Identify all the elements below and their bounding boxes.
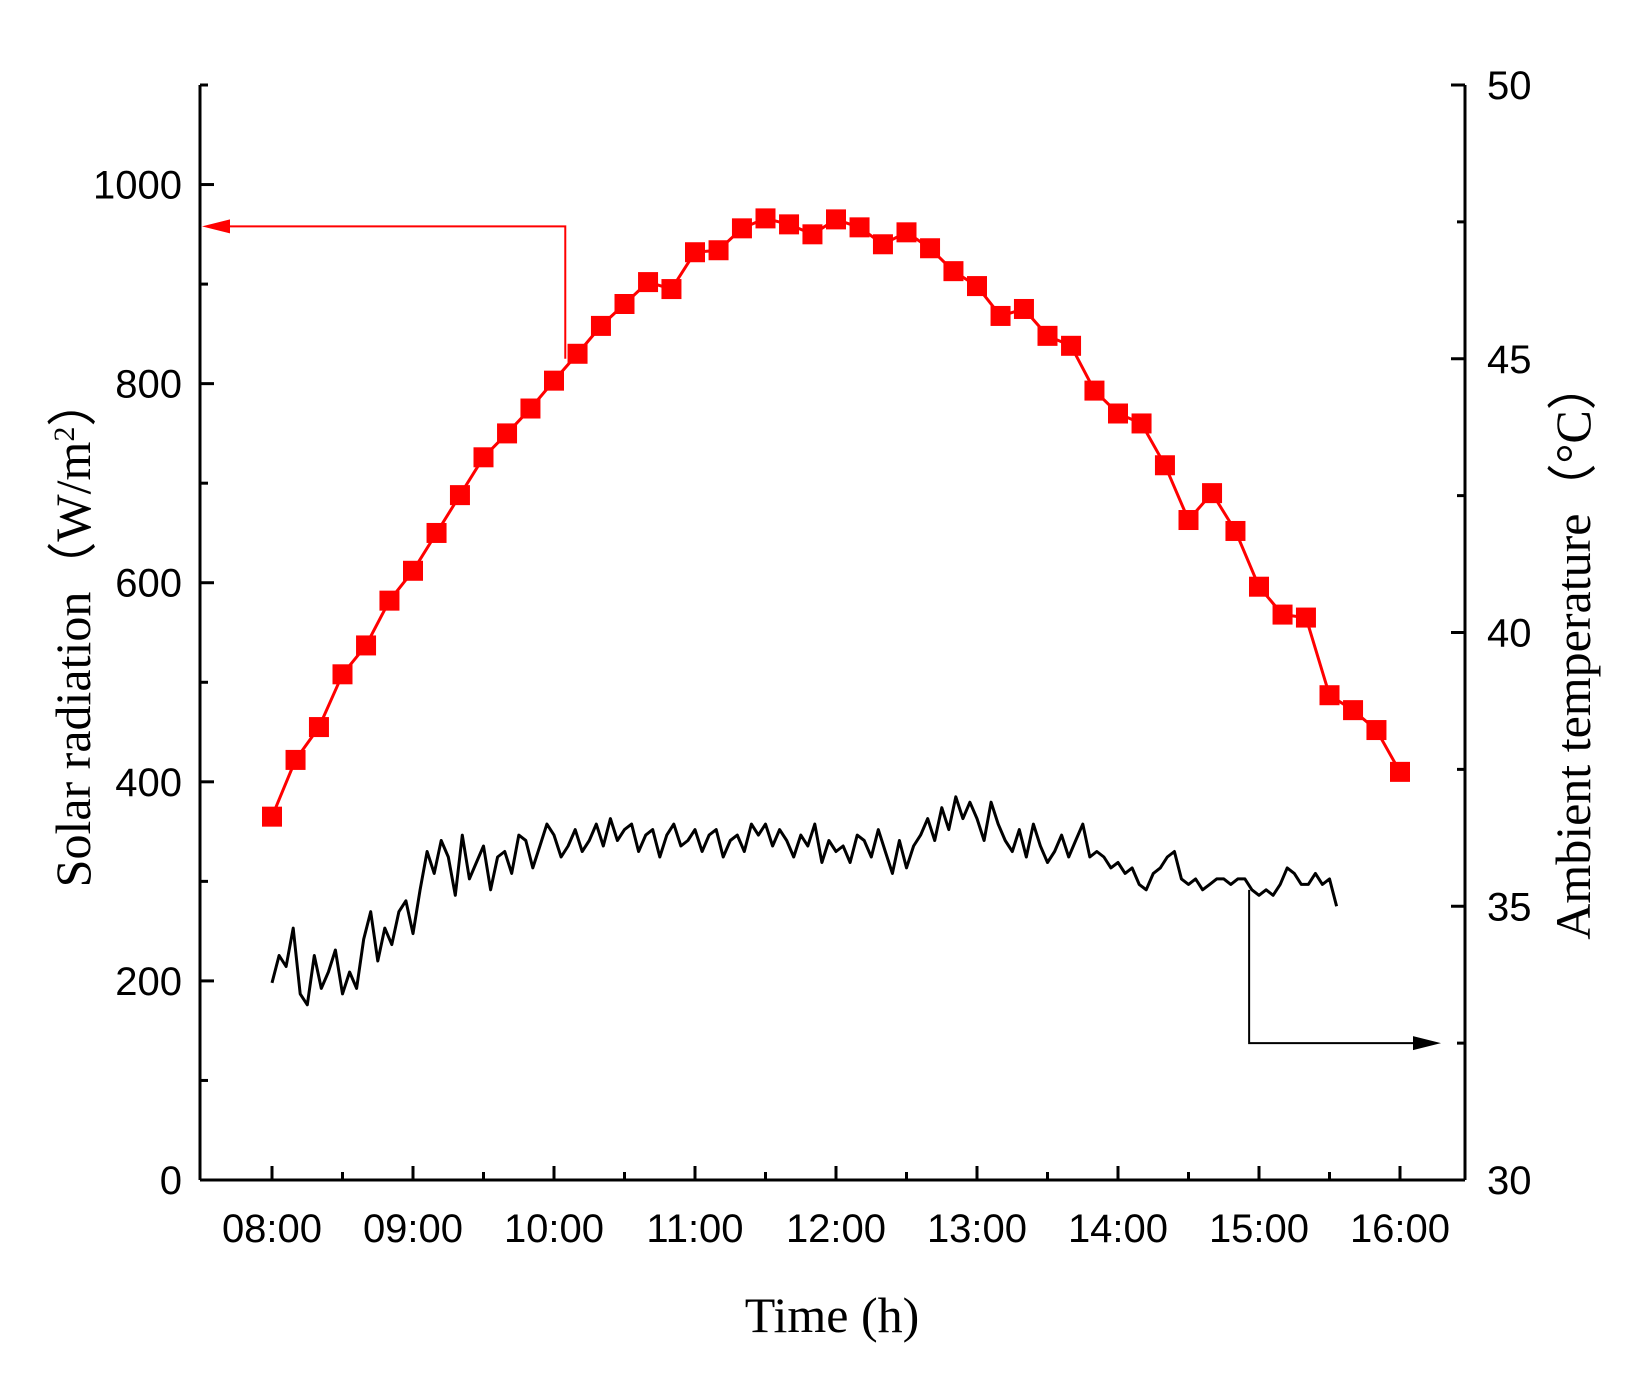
- solar-radiation-marker: [262, 806, 282, 827]
- solar-radiation-marker: [802, 224, 823, 245]
- right-y-tick-label: 30: [1487, 1159, 1532, 1203]
- solar-radiation-marker: [520, 398, 541, 419]
- solar-radiation-marker: [826, 209, 846, 230]
- solar-radiation-marker: [426, 522, 447, 543]
- solar-radiation-marker: [1131, 413, 1152, 434]
- solar-radiation-marker: [1295, 607, 1316, 628]
- solar-radiation-marker: [896, 222, 917, 243]
- solar-radiation-marker: [567, 343, 588, 364]
- solar-radiation-marker: [685, 242, 705, 263]
- solar-radiation-marker: [1084, 380, 1105, 401]
- solar-radiation-marker: [967, 276, 987, 297]
- solar-radiation-marker: [544, 370, 564, 391]
- solar-radiation-marker: [379, 590, 400, 611]
- solar-radiation-marker: [497, 423, 518, 444]
- x-tick-label: 14:00: [1068, 1207, 1168, 1251]
- right-axis-title: Ambient temperature（°C）: [1545, 360, 1601, 940]
- solar-radiation-marker: [1178, 510, 1199, 531]
- solar-radiation-marker: [1108, 403, 1128, 424]
- left-y-tick-label: 400: [115, 761, 182, 805]
- temperature-axis-arrowhead: [1413, 1036, 1441, 1051]
- solar-radiation-marker: [1319, 685, 1340, 706]
- left-y-tick-label: 600: [115, 562, 182, 606]
- solar-radiation-marker: [943, 261, 964, 282]
- solar-radiation-marker: [332, 664, 353, 685]
- x-axis-title: Time (h): [745, 1287, 920, 1343]
- solar-radiation-marker: [1202, 483, 1223, 504]
- right-y-tick-label: 45: [1487, 338, 1532, 382]
- solar-axis-arrow-line: [226, 225, 567, 359]
- solar-radiation-marker: [1249, 576, 1269, 597]
- solar-radiation-marker: [1343, 700, 1364, 721]
- x-tick-label: 12:00: [786, 1207, 886, 1251]
- solar-radiation-marker: [614, 294, 635, 314]
- solar-radiation-marker: [285, 749, 306, 770]
- solar-radiation-marker: [731, 218, 752, 239]
- solar-radiation-marker: [356, 635, 377, 656]
- left-axis-title: Solar radiation（W/m2）: [45, 377, 101, 888]
- solar-radiation-marker: [1390, 761, 1410, 782]
- solar-radiation-marker: [708, 240, 729, 261]
- solar-radiation-marker: [920, 238, 941, 259]
- solar-radiation-line: [270, 216, 1402, 818]
- ambient-temperature-line: [270, 795, 1339, 1007]
- solar-radiation-marker: [1272, 604, 1293, 625]
- x-tick-label: 10:00: [504, 1207, 604, 1251]
- solar-radiation-marker: [403, 560, 423, 581]
- right-y-tick-label: 50: [1487, 64, 1532, 108]
- solar-radiation-marker: [473, 447, 494, 468]
- x-tick-label: 13:00: [927, 1207, 1027, 1251]
- solar-radiation-marker: [449, 485, 470, 506]
- x-tick-label: 09:00: [363, 1207, 463, 1251]
- left-y-tick-label: 800: [115, 363, 182, 407]
- solar-radiation-marker: [872, 234, 893, 255]
- solar-axis-arrowhead: [202, 219, 230, 234]
- x-tick-label: 15:00: [1209, 1207, 1309, 1251]
- solar-radiation-marker: [779, 214, 800, 235]
- solar-radiation-marker: [755, 208, 776, 229]
- solar-radiation-marker: [638, 272, 659, 293]
- solar-radiation-marker: [849, 217, 870, 238]
- x-tick-label: 08:00: [222, 1207, 322, 1251]
- solar-radiation-marker: [308, 717, 329, 738]
- solar-radiation-marker: [1061, 335, 1082, 356]
- solar-radiation-marker: [590, 315, 611, 336]
- temperature-axis-arrow-line: [1248, 889, 1415, 1045]
- solar-radiation-marker: [1037, 325, 1058, 346]
- solar-radiation-marker: [661, 279, 682, 300]
- solar-radiation-marker: [1013, 298, 1034, 319]
- solar-radiation-marker: [990, 305, 1011, 326]
- left-y-tick-label: 200: [115, 960, 182, 1004]
- x-tick-label: 16:00: [1350, 1207, 1450, 1251]
- solar-radiation-marker: [1225, 520, 1246, 541]
- x-tick-label: 11:00: [646, 1207, 743, 1251]
- left-y-tick-label: 0: [160, 1159, 182, 1203]
- solar-radiation-marker: [1366, 720, 1387, 741]
- left-y-tick-label: 1000: [93, 164, 182, 208]
- solar-radiation-marker: [1154, 455, 1175, 476]
- right-y-tick-label: 40: [1487, 612, 1532, 656]
- right-y-tick-label: 35: [1487, 885, 1532, 929]
